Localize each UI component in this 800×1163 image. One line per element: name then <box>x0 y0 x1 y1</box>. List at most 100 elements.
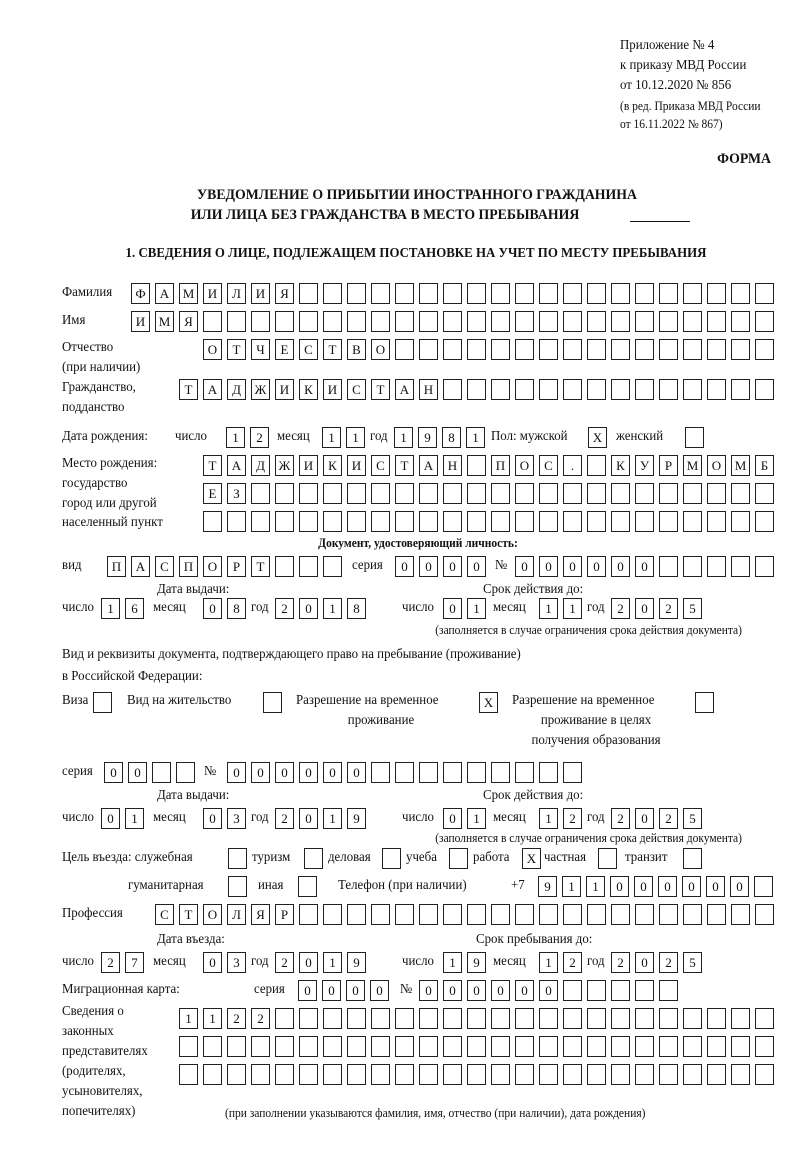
birthplace-line-2-cell[interactable] <box>371 483 390 504</box>
birthplace-line-3-cell[interactable] <box>683 511 702 532</box>
birth-year-field-cell[interactable]: 1 <box>394 427 413 448</box>
name-field-cell[interactable] <box>515 311 534 332</box>
legal-reps-line-1-cell[interactable] <box>323 1008 342 1029</box>
legal-reps-line-2-cell[interactable] <box>707 1036 726 1057</box>
surname-field-cell[interactable] <box>299 283 318 304</box>
id-number-field-cell[interactable] <box>707 556 726 577</box>
legal-reps-line-1-cell[interactable] <box>587 1008 606 1029</box>
birthplace-line-2-cell[interactable] <box>539 483 558 504</box>
birthplace-line-2-cell[interactable] <box>755 483 774 504</box>
legal-reps-line-2-cell[interactable] <box>443 1036 462 1057</box>
name-field-cell[interactable] <box>347 311 366 332</box>
right-doc-number-cell[interactable] <box>515 762 534 783</box>
right-doc-number-cell[interactable]: 0 <box>299 762 318 783</box>
legal-reps-line-3-cell[interactable] <box>491 1064 510 1085</box>
legal-reps-line-2-cell[interactable] <box>731 1036 750 1057</box>
right-doc-number-cell[interactable] <box>539 762 558 783</box>
surname-field-cell[interactable] <box>539 283 558 304</box>
entry-year-cell[interactable]: 1 <box>323 952 342 973</box>
profession-field-cell[interactable] <box>587 904 606 925</box>
citizenship-field-cell[interactable] <box>731 379 750 400</box>
birthplace-line-1-cell[interactable]: А <box>227 455 246 476</box>
migration-card-series-cell[interactable]: 0 <box>346 980 365 1001</box>
surname-field-cell[interactable] <box>563 283 582 304</box>
legal-reps-line-3-cell[interactable] <box>179 1064 198 1085</box>
id-kind-field-cell[interactable]: П <box>107 556 126 577</box>
right-doc-issue-year-cell[interactable]: 2 <box>275 808 294 829</box>
legal-reps-line-2-cell[interactable] <box>611 1036 630 1057</box>
citizenship-field-cell[interactable] <box>587 379 606 400</box>
right-doc-issue-month-cell[interactable]: 0 <box>203 808 222 829</box>
surname-field-cell[interactable] <box>635 283 654 304</box>
migration-card-number-cell[interactable] <box>659 980 678 1001</box>
name-field-cell[interactable] <box>539 311 558 332</box>
birthplace-line-2-cell[interactable] <box>563 483 582 504</box>
surname-field-cell[interactable] <box>707 283 726 304</box>
birthplace-line-3-cell[interactable] <box>755 511 774 532</box>
right-doc-series-cell[interactable] <box>176 762 195 783</box>
migration-card-number-cell[interactable]: 0 <box>539 980 558 1001</box>
name-field-cell[interactable] <box>299 311 318 332</box>
right-doc-series-cell[interactable]: 0 <box>128 762 147 783</box>
legal-reps-line-1-cell[interactable] <box>683 1008 702 1029</box>
id-kind-field-cell[interactable]: Т <box>251 556 270 577</box>
phone-field-cell[interactable]: 0 <box>658 876 677 897</box>
legal-reps-line-2-cell[interactable] <box>539 1036 558 1057</box>
birthplace-line-2-cell[interactable] <box>443 483 462 504</box>
entry-month-cell[interactable]: 3 <box>227 952 246 973</box>
patronymic-field-cell[interactable] <box>539 339 558 360</box>
birth-day-field-cell[interactable]: 2 <box>250 427 269 448</box>
legal-reps-line-1-cell[interactable] <box>635 1008 654 1029</box>
legal-reps-line-2-cell[interactable] <box>323 1036 342 1057</box>
legal-reps-line-1-cell[interactable] <box>275 1008 294 1029</box>
patronymic-field-cell[interactable] <box>587 339 606 360</box>
patronymic-field-cell[interactable] <box>611 339 630 360</box>
id-issue-month-cell[interactable]: 8 <box>227 598 246 619</box>
surname-field-cell[interactable] <box>755 283 774 304</box>
birthplace-line-3-cell[interactable] <box>371 511 390 532</box>
legal-reps-line-2-cell[interactable] <box>635 1036 654 1057</box>
purpose-transit-checkbox-cell[interactable] <box>683 848 702 869</box>
legal-reps-line-1-cell[interactable] <box>299 1008 318 1029</box>
id-issue-year-cell[interactable]: 8 <box>347 598 366 619</box>
surname-field-cell[interactable] <box>587 283 606 304</box>
name-field-cell[interactable] <box>371 311 390 332</box>
birthplace-line-1-cell[interactable]: Т <box>203 455 222 476</box>
id-valid-year-cell[interactable]: 5 <box>683 598 702 619</box>
id-kind-field-cell[interactable] <box>299 556 318 577</box>
citizenship-field-cell[interactable]: И <box>275 379 294 400</box>
citizenship-field-cell[interactable]: Т <box>371 379 390 400</box>
stay-until-day-cell[interactable]: 9 <box>467 952 486 973</box>
birthplace-line-1-cell[interactable] <box>587 455 606 476</box>
patronymic-field-cell[interactable] <box>683 339 702 360</box>
citizenship-field-cell[interactable] <box>611 379 630 400</box>
name-field-cell[interactable] <box>563 311 582 332</box>
birthplace-line-2-cell[interactable] <box>635 483 654 504</box>
phone-field-cell[interactable]: 1 <box>586 876 605 897</box>
birthplace-line-2-cell[interactable] <box>275 483 294 504</box>
patronymic-field-cell[interactable]: О <box>203 339 222 360</box>
surname-field-cell[interactable] <box>611 283 630 304</box>
purpose-official-checkbox-cell[interactable] <box>228 848 247 869</box>
surname-field-cell[interactable] <box>659 283 678 304</box>
legal-reps-line-3-cell[interactable] <box>419 1064 438 1085</box>
patronymic-field-cell[interactable] <box>563 339 582 360</box>
entry-year-cell[interactable]: 9 <box>347 952 366 973</box>
entry-year-cell[interactable]: 0 <box>299 952 318 973</box>
stay-until-year-cell[interactable]: 0 <box>635 952 654 973</box>
surname-field-cell[interactable] <box>419 283 438 304</box>
legal-reps-line-2-cell[interactable] <box>659 1036 678 1057</box>
right-doc-series-cell[interactable]: 0 <box>104 762 123 783</box>
birthplace-line-1-cell[interactable]: О <box>515 455 534 476</box>
birthplace-line-2-cell[interactable] <box>491 483 510 504</box>
legal-reps-line-3-cell[interactable] <box>611 1064 630 1085</box>
right-doc-number-cell[interactable] <box>371 762 390 783</box>
profession-field-cell[interactable] <box>323 904 342 925</box>
profession-field-cell[interactable]: О <box>203 904 222 925</box>
right-doc-issue-month-cell[interactable]: 3 <box>227 808 246 829</box>
patronymic-field-cell[interactable]: Т <box>323 339 342 360</box>
profession-field-cell[interactable] <box>347 904 366 925</box>
surname-field-cell[interactable]: М <box>179 283 198 304</box>
id-number-field-cell[interactable]: 0 <box>587 556 606 577</box>
birthplace-line-3-cell[interactable] <box>659 511 678 532</box>
